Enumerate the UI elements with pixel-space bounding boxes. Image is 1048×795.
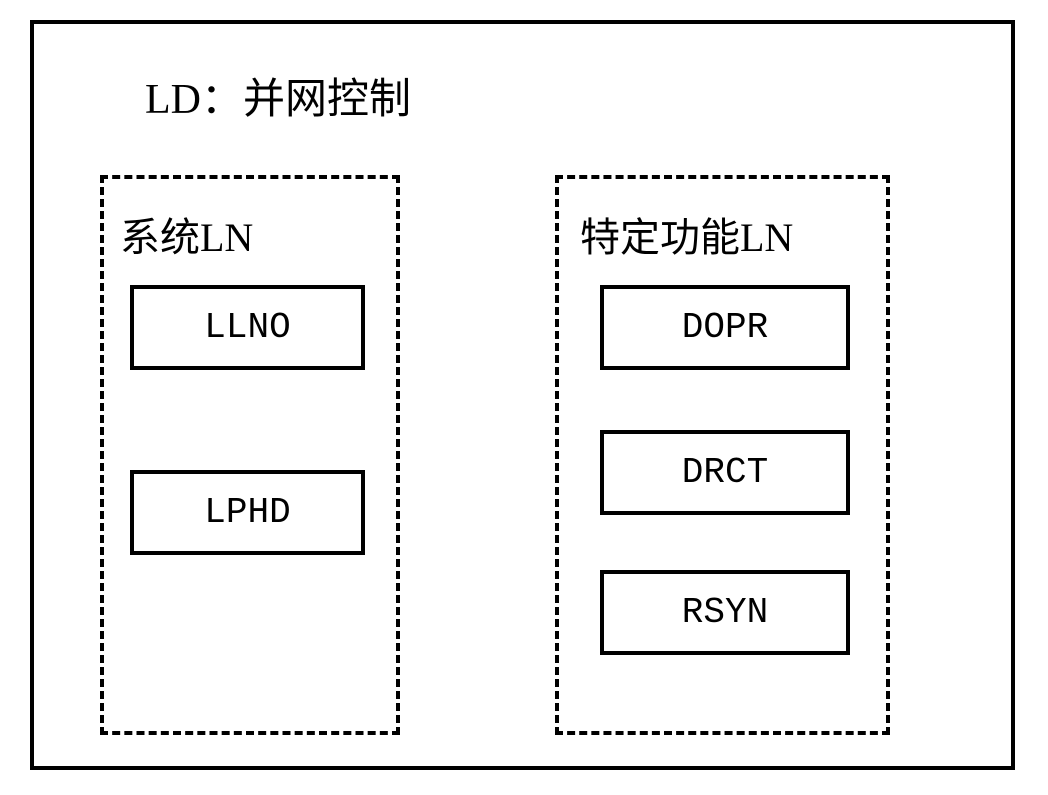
node-lphd: LPHD [130, 470, 365, 555]
group-label-specific-ln: 特定功能LN [580, 205, 793, 263]
node-dopr: DOPR [600, 285, 850, 370]
node-rsyn: RSYN [600, 570, 850, 655]
group-label-system-ln: 系统LN [120, 205, 253, 263]
node-drct: DRCT [600, 430, 850, 515]
node-llno: LLNO [130, 285, 365, 370]
diagram-title: LD：并网控制 [145, 65, 411, 126]
